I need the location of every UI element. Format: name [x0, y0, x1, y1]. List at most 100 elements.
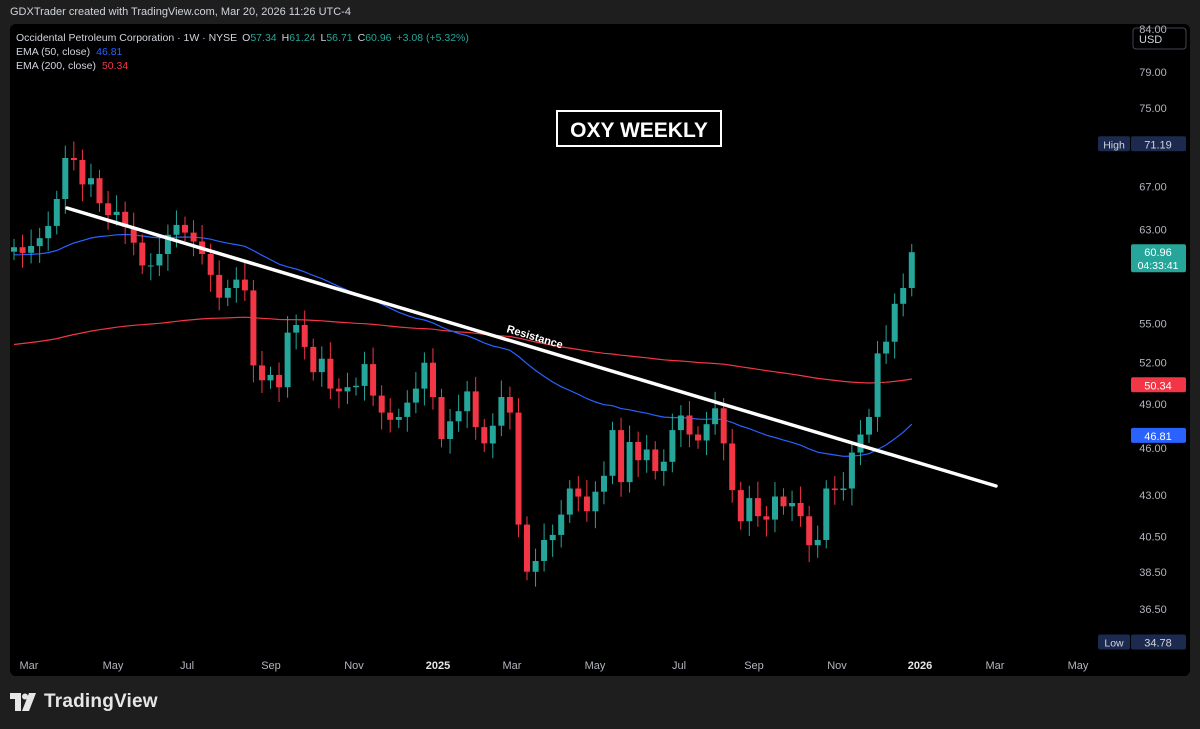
candle[interactable] — [720, 398, 727, 461]
candle[interactable] — [293, 314, 300, 350]
candle[interactable] — [583, 480, 590, 522]
candle[interactable] — [190, 220, 197, 257]
candle[interactable] — [113, 195, 120, 226]
candle[interactable] — [515, 398, 522, 538]
candle[interactable] — [652, 441, 659, 480]
candle[interactable] — [609, 421, 616, 485]
candle[interactable] — [464, 381, 471, 429]
candle[interactable] — [575, 476, 582, 512]
candle[interactable] — [883, 325, 890, 364]
candle[interactable] — [45, 211, 52, 251]
candle[interactable] — [900, 273, 907, 317]
candle[interactable] — [301, 310, 308, 360]
candle[interactable] — [395, 408, 402, 429]
candle[interactable] — [130, 212, 137, 256]
candle[interactable] — [703, 411, 710, 456]
candle[interactable] — [643, 435, 650, 473]
candle[interactable] — [36, 227, 43, 263]
candle[interactable] — [754, 481, 761, 527]
candle[interactable] — [216, 260, 223, 311]
candle[interactable] — [814, 525, 821, 558]
candle[interactable] — [780, 488, 787, 515]
candle[interactable] — [412, 372, 419, 414]
candle[interactable] — [284, 316, 291, 398]
candle[interactable] — [387, 398, 394, 433]
candle[interactable] — [250, 280, 257, 383]
candle[interactable] — [806, 505, 813, 563]
candle[interactable] — [549, 524, 556, 557]
candle[interactable] — [233, 267, 240, 303]
candle[interactable] — [635, 431, 642, 478]
candle[interactable] — [455, 394, 462, 432]
candle[interactable] — [660, 449, 667, 486]
candle[interactable] — [438, 388, 445, 448]
candle[interactable] — [566, 480, 573, 523]
candle[interactable] — [353, 377, 359, 396]
currency-label[interactable]: USD — [1139, 34, 1162, 46]
candle[interactable] — [404, 390, 411, 432]
candle[interactable] — [147, 253, 154, 281]
candle[interactable] — [532, 548, 539, 587]
candle[interactable] — [712, 391, 719, 435]
candle[interactable] — [11, 238, 17, 261]
candle[interactable] — [848, 442, 855, 506]
candle[interactable] — [276, 362, 283, 403]
candle[interactable] — [763, 505, 770, 537]
candle[interactable] — [335, 378, 342, 409]
candle[interactable] — [618, 417, 625, 497]
candle[interactable] — [327, 342, 334, 400]
candle[interactable] — [686, 401, 693, 448]
candle[interactable] — [908, 243, 915, 297]
candle[interactable] — [797, 486, 804, 527]
candle[interactable] — [866, 408, 872, 443]
candle[interactable] — [891, 293, 898, 359]
legend-line-ema200[interactable]: EMA (200, close) 50.34 — [16, 60, 128, 72]
candle[interactable] — [182, 216, 188, 241]
candle[interactable] — [421, 352, 428, 406]
candle[interactable] — [541, 523, 548, 572]
candle[interactable] — [772, 482, 778, 533]
candle[interactable] — [695, 426, 701, 449]
candle[interactable] — [447, 408, 454, 454]
resistance-trendline[interactable] — [65, 206, 998, 488]
candle[interactable] — [558, 500, 565, 548]
candle[interactable] — [601, 461, 607, 505]
candle[interactable] — [361, 351, 368, 401]
candle[interactable] — [524, 516, 530, 581]
candle[interactable] — [669, 413, 676, 473]
candle[interactable] — [737, 481, 744, 530]
candle[interactable] — [62, 145, 69, 214]
candle[interactable] — [267, 366, 274, 389]
candle[interactable] — [506, 386, 513, 430]
candle[interactable] — [224, 279, 231, 307]
candle[interactable] — [28, 229, 35, 264]
candle[interactable] — [122, 201, 129, 245]
price-chart[interactable]: Resistance OXY WEEKLY Occidental Petrole… — [10, 24, 1190, 676]
x-axis[interactable]: Mar May Jul Sep Nov 2025 Mar May Jul Sep Nov 2026 Ma… — [20, 660, 1089, 672]
candle[interactable] — [857, 420, 864, 466]
candle[interactable] — [746, 485, 753, 536]
candle[interactable] — [481, 418, 488, 452]
candle[interactable] — [626, 425, 633, 493]
candle[interactable] — [164, 224, 171, 271]
candle[interactable] — [241, 263, 248, 301]
candle[interactable] — [489, 413, 496, 459]
candle[interactable] — [840, 472, 847, 501]
candle[interactable] — [259, 351, 265, 393]
candle[interactable] — [472, 376, 479, 440]
candle[interactable] — [88, 163, 94, 197]
candle[interactable] — [823, 480, 830, 549]
chart-panel[interactable]: Resistance OXY WEEKLY Occidental Petrole… — [10, 24, 1190, 676]
candle[interactable] — [79, 149, 86, 202]
legend-line-ema50[interactable]: EMA (50, close) 46.81 — [16, 46, 123, 58]
candle[interactable] — [156, 237, 163, 277]
candle[interactable] — [370, 347, 377, 407]
candle[interactable] — [19, 234, 26, 268]
y-axis[interactable]: 92.0084.0079.0075.0067.0063.0055.0052.00… — [1139, 24, 1167, 676]
candle[interactable] — [378, 385, 385, 430]
candle[interactable] — [677, 405, 684, 447]
candle[interactable] — [344, 372, 351, 404]
ema200-line[interactable] — [13, 316, 912, 384]
currency-button[interactable]: USD — [1132, 27, 1187, 50]
candle[interactable] — [729, 429, 736, 503]
